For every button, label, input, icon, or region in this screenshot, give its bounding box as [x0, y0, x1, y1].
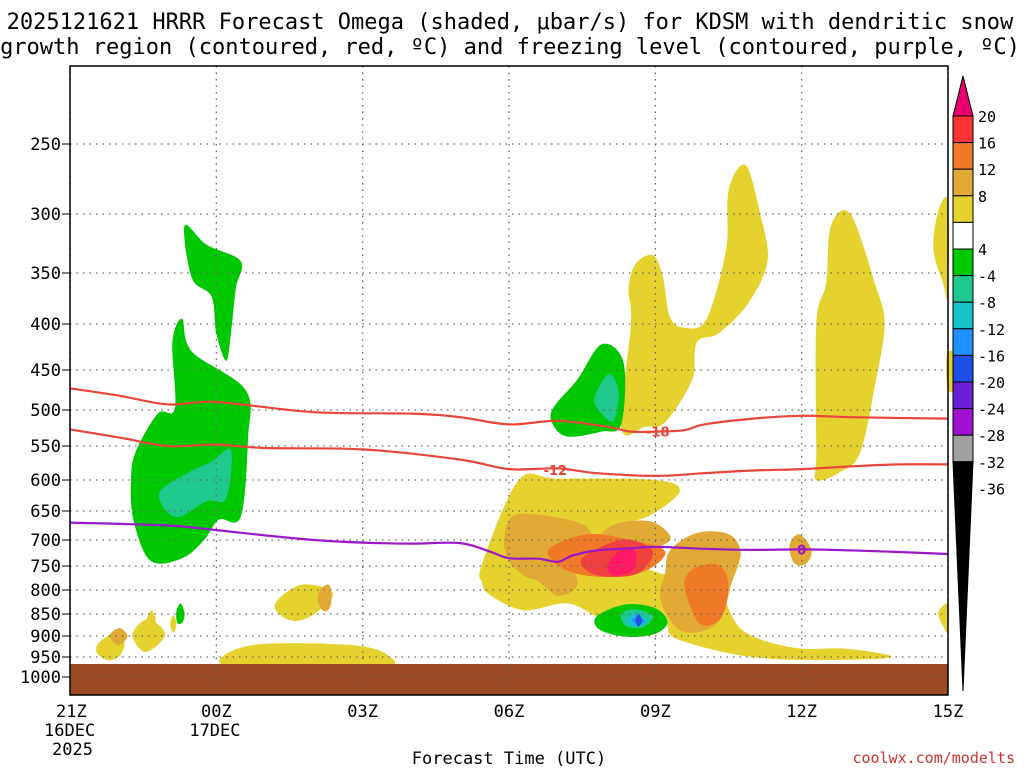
x-tick-12Z: 12Z: [786, 702, 817, 722]
colorbar-label-16: 16: [978, 135, 996, 153]
dgz-contour-0-label: -18: [646, 426, 670, 441]
colorbar: 20 16 12 8 4 -4 -8 -12 -16 -20 -24 -28 -32 -36: [952, 75, 1005, 692]
y-tick-550: 550: [30, 437, 61, 457]
colorbar-swatch-8: [952, 328, 974, 356]
colorbar-label-4: 4: [978, 241, 987, 259]
x-tick-00Z: 00Z: [201, 702, 232, 722]
x-tick-09Z: 09Z: [640, 702, 671, 722]
y-tick-500: 500: [30, 401, 61, 421]
y-tick-800: 800: [30, 581, 61, 601]
x-tick-15Z: 15Z: [933, 702, 964, 722]
colorbar-swatch-11: [952, 408, 974, 436]
dgz-contour-1-label: -12: [544, 464, 568, 479]
y-tick-750: 750: [30, 557, 61, 577]
colorbar-label--24: -24: [978, 401, 1005, 419]
x-tick-year-21Z: 2025: [52, 740, 93, 760]
colorbar-label-12: 12: [978, 161, 996, 179]
colorbar-top-arrow: [952, 75, 974, 117]
omega-region-7: [814, 210, 885, 481]
y-tick-350: 350: [30, 264, 61, 284]
freezing-level-contour-line: [69, 521, 949, 563]
x-tick-21Z: 21Z: [56, 702, 87, 722]
y-tick-600: 600: [30, 471, 61, 491]
omega-region-16: [109, 628, 128, 646]
omega-region-28: [594, 373, 619, 422]
x-tick-date-00Z: 17DEC: [189, 721, 240, 741]
omega-region-11: [938, 603, 949, 633]
omega-region-19: [684, 563, 729, 626]
y-tick-850: 850: [30, 605, 61, 625]
colorbar-label--12: -12: [978, 321, 1005, 339]
colorbar-swatch-5: [952, 248, 974, 277]
omega-region-32: [635, 613, 643, 627]
colorbar-swatch-9: [952, 354, 974, 383]
chart-title-line1: 2025121621 HRRR Forecast Omega (shaded, …: [7, 10, 1014, 35]
x-tick-03Z: 03Z: [347, 702, 378, 722]
omega-region-2: [146, 610, 156, 630]
x-tick-date-21Z: 16DEC: [44, 721, 95, 741]
colorbar-swatch-10: [952, 381, 974, 410]
colorbar-label--16: -16: [978, 347, 1005, 365]
y-tick-1000: 1000: [20, 668, 61, 688]
colorbar-label-8: 8: [978, 188, 987, 206]
y-tick-250: 250: [30, 135, 61, 155]
omega-region-22: [176, 603, 185, 625]
y-tick-450: 450: [30, 361, 61, 381]
omega-region-6: [479, 473, 892, 661]
y-tick-300: 300: [30, 205, 61, 225]
colorbar-swatch-4: [952, 221, 974, 250]
colorbar-label--8: -8: [978, 294, 996, 312]
colorbar-label--20: -20: [978, 374, 1005, 392]
freezing-level-contour-label: 0: [797, 543, 806, 558]
dgz-contour-0-line: [69, 387, 949, 434]
y-tick-650: 650: [30, 502, 61, 522]
contour-lines: -18 -12 0: [69, 387, 949, 563]
colorbar-swatch-3: [952, 195, 974, 223]
colorbar-swatch-12: [952, 434, 974, 463]
y-tick-400: 400: [30, 315, 61, 335]
omega-region-17: [317, 584, 332, 612]
y-axis-pressure: 2503003504004505005506006507007508008509…: [20, 135, 70, 688]
colorbar-label-20: 20: [978, 108, 996, 126]
colorbar-label--36: -36: [978, 480, 1005, 498]
omega-region-21: [607, 547, 637, 576]
omega-region-8: [620, 164, 768, 436]
colorbar-swatch-2: [952, 168, 974, 197]
x-axis-label: Forecast Time (UTC): [412, 749, 606, 768]
omega-region-3: [170, 615, 177, 633]
colorbar-label--28: -28: [978, 427, 1005, 445]
omega-region-10: [933, 196, 949, 301]
colorbar-label--32: -32: [978, 454, 1005, 472]
y-tick-900: 900: [30, 627, 61, 647]
dgz-contour-1-line: [69, 428, 949, 478]
colorbar-swatch-0: [952, 115, 974, 144]
colorbar-swatch-7: [952, 301, 974, 330]
x-tick-06Z: 06Z: [494, 702, 525, 722]
colorbar-bottom-arrow: [952, 461, 974, 692]
y-tick-950: 950: [30, 648, 61, 668]
credit-text: coolwx.com/modelts: [852, 749, 1015, 767]
omega-region-24: [184, 224, 243, 361]
colorbar-swatch-1: [952, 142, 974, 170]
terrain-ground: [70, 664, 948, 695]
omega-region-27: [158, 448, 232, 518]
chart-title-line2: growth region (contoured, red, ºC) and f…: [0, 35, 1020, 60]
colorbar-label--4: -4: [978, 268, 996, 286]
colorbar-swatch-6: [952, 275, 974, 303]
omega-shading: [96, 164, 968, 678]
plot-frame: [69, 65, 949, 696]
y-tick-700: 700: [30, 531, 61, 551]
